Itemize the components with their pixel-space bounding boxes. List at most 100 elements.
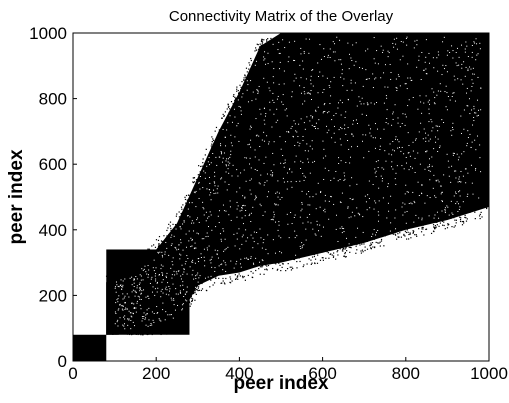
gap-speckle [450, 200, 452, 202]
gap-speckle [133, 303, 135, 305]
scatter-point [358, 40, 361, 42]
gap-speckle [231, 145, 233, 147]
gap-speckle [405, 83, 407, 85]
gap-speckle [260, 205, 262, 207]
gap-speckle [225, 165, 227, 167]
scatter-point [390, 39, 392, 41]
scatter-point [303, 264, 305, 266]
gap-speckle [389, 63, 391, 65]
scatter-point [133, 263, 135, 265]
gap-speckle [254, 149, 256, 151]
gap-speckle [256, 89, 258, 91]
gap-speckle [452, 50, 454, 52]
gap-speckle [181, 304, 183, 306]
gap-speckle [323, 148, 325, 150]
scatter-point [272, 267, 274, 270]
scatter-point [479, 217, 481, 220]
scatter-point [406, 229, 408, 231]
gap-speckle [132, 313, 134, 315]
gap-speckle [421, 51, 423, 53]
scatter-point [454, 39, 456, 41]
gap-speckle [199, 176, 201, 177]
gap-speckle [273, 214, 275, 216]
scatter-point [236, 90, 238, 92]
gap-speckle [279, 251, 281, 253]
gap-speckle [289, 168, 291, 170]
gap-speckle [145, 324, 147, 326]
gap-speckle [359, 100, 361, 102]
gap-speckle [401, 165, 403, 167]
scatter-point [117, 278, 119, 280]
gap-speckle [445, 65, 447, 67]
scatter-point [261, 38, 263, 40]
gap-speckle [203, 208, 205, 210]
gap-speckle [133, 286, 135, 288]
scatter-point [379, 245, 381, 247]
scatter-point [143, 255, 145, 257]
scatter-point [168, 223, 170, 225]
scatter-point [418, 228, 420, 230]
scatter-point [361, 40, 363, 42]
gap-speckle [149, 282, 151, 284]
gap-speckle [414, 40, 416, 42]
gap-speckle [399, 59, 401, 61]
gap-speckle [144, 318, 146, 320]
gap-speckle [185, 291, 187, 293]
gap-speckle [243, 169, 245, 171]
gap-speckle [351, 134, 353, 135]
gap-speckle [190, 237, 192, 239]
gap-speckle [175, 288, 177, 290]
gap-speckle [302, 60, 304, 62]
gap-speckle [432, 187, 434, 189]
scatter-point [187, 194, 190, 196]
gap-speckle [351, 177, 353, 179]
scatter-point [241, 81, 243, 83]
scatter-point [147, 248, 149, 250]
gap-speckle [341, 226, 343, 228]
gap-speckle [151, 291, 153, 293]
gap-speckle [196, 232, 198, 234]
gap-speckle [266, 196, 268, 198]
gap-speckle [386, 97, 388, 99]
gap-speckle [311, 69, 313, 71]
gap-speckle [400, 41, 402, 43]
gap-speckle [265, 63, 267, 65]
scatter-point [122, 332, 125, 334]
scatter-point [129, 268, 131, 270]
scatter-point [397, 37, 399, 40]
gap-speckle [467, 193, 469, 195]
gap-speckle [182, 308, 184, 310]
gap-speckle [250, 80, 252, 82]
gap-speckle [314, 126, 316, 128]
gap-speckle [199, 275, 201, 277]
gap-speckle [297, 136, 299, 138]
gap-speckle [367, 194, 369, 196]
gap-speckle [440, 185, 442, 187]
scatter-point [115, 331, 117, 334]
scatter-point [236, 86, 238, 88]
gap-speckle [324, 103, 326, 105]
gap-speckle [303, 122, 305, 124]
gap-speckle [317, 128, 319, 130]
gap-speckle [207, 217, 209, 219]
gap-speckle [387, 56, 389, 58]
gap-speckle [263, 56, 265, 58]
scatter-point [257, 48, 260, 50]
gap-speckle [446, 71, 448, 73]
gap-speckle [433, 174, 435, 176]
gap-speckle [121, 288, 123, 290]
gap-speckle [228, 184, 230, 186]
gap-speckle [338, 157, 340, 159]
gap-speckle [378, 200, 380, 202]
scatter-point [450, 217, 452, 219]
gap-speckle [191, 274, 193, 276]
gap-speckle [415, 214, 417, 216]
gap-speckle [151, 324, 153, 326]
gap-speckle [425, 68, 427, 70]
gap-speckle [374, 168, 376, 170]
gap-speckle [304, 93, 306, 95]
gap-speckle [131, 302, 133, 304]
gap-speckle [315, 234, 317, 236]
gap-speckle [327, 56, 329, 58]
scatter-point [351, 243, 353, 245]
